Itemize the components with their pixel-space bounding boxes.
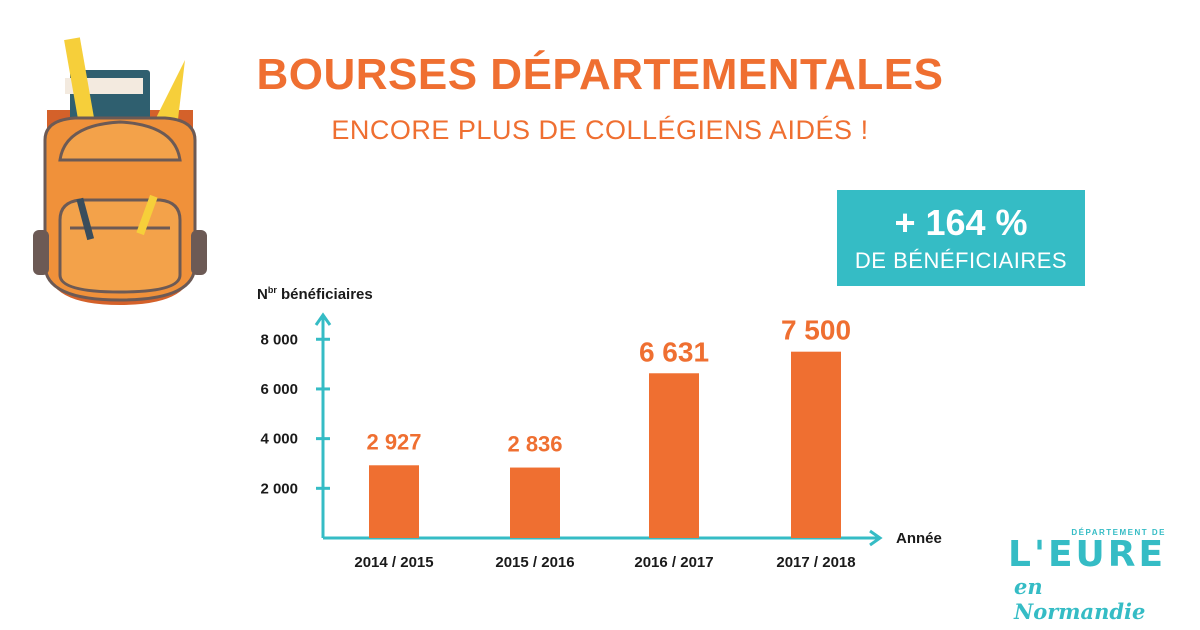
- page-title: BOURSES DÉPARTEMENTALES: [256, 50, 944, 99]
- y-tick-label: 2 000: [260, 480, 298, 497]
- x-axis-arrow: [869, 529, 883, 547]
- y-axis-arrow: [314, 312, 332, 326]
- growth-badge-label: DE BÉNÉFICIAIRES: [854, 248, 1068, 273]
- page-subtitle: ENCORE PLUS DE COLLÉGIENS AIDÉS !: [331, 115, 869, 145]
- x-tick-label: 2015 / 2016: [495, 554, 574, 571]
- growth-badge: + 164 % DE BÉNÉFICIAIRES: [837, 190, 1085, 286]
- bar-value-label: 2 836: [507, 432, 562, 457]
- bar-value-label: 7 500: [781, 315, 851, 346]
- x-tick-label: 2016 / 2017: [634, 554, 713, 571]
- backpack-icon: [33, 37, 207, 305]
- x-tick-label: 2014 / 2015: [354, 554, 433, 571]
- x-tick-label: 2017 / 2018: [776, 554, 855, 571]
- y-tick-label: 6 000: [260, 381, 298, 398]
- bar-value-label: 2 927: [366, 429, 421, 454]
- bar: [369, 465, 419, 538]
- department-logo: DÉPARTEMENT DE L'EURE en Normandie: [1008, 528, 1168, 624]
- y-tick-label: 8 000: [260, 331, 298, 348]
- y-axis-label: Nbr bénéficiaires: [257, 285, 373, 303]
- logo-top-text: DÉPARTEMENT DE: [1071, 528, 1166, 537]
- bar: [791, 351, 841, 538]
- x-axis-label: Année: [896, 530, 942, 547]
- y-tick-label: 4 000: [260, 431, 298, 448]
- bar: [649, 373, 699, 538]
- bar: [510, 467, 560, 538]
- logo-sub-text: en Normandie: [1014, 574, 1146, 624]
- growth-badge-value: + 164 %: [894, 202, 1028, 243]
- bar-value-label: 6 631: [639, 336, 709, 367]
- logo-main-text: L'EURE: [1008, 534, 1167, 575]
